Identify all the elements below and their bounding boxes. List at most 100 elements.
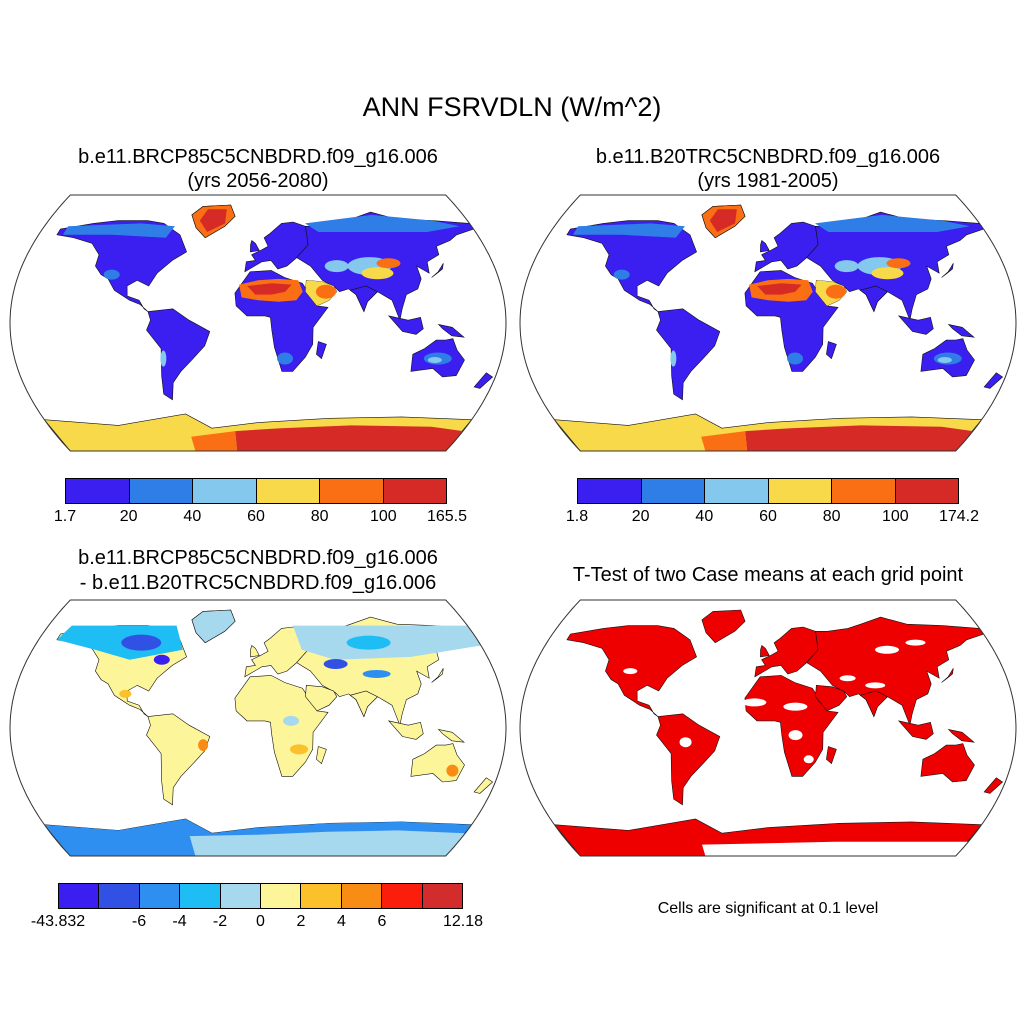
tibet-bright bbox=[871, 267, 904, 280]
land-india bbox=[349, 285, 379, 313]
land-nz bbox=[473, 777, 494, 794]
siberia-core bbox=[346, 635, 391, 650]
arctic-north-america bbox=[573, 223, 685, 238]
colorbar-box bbox=[641, 479, 705, 503]
land-india bbox=[349, 690, 379, 718]
antarctica-interior-diff bbox=[189, 830, 466, 856]
land-australia bbox=[410, 743, 465, 783]
caspian-desert bbox=[324, 260, 349, 273]
land-indonesia bbox=[897, 315, 934, 335]
colorbar-tick-label: 4 bbox=[337, 913, 346, 930]
colorbar-box bbox=[256, 479, 320, 503]
land-europe bbox=[244, 221, 309, 273]
colorbar-case-labels: 1.7 20 40 60 80 100 165.5 bbox=[54, 508, 467, 530]
panel-control-title-line2: (yrs 1981-2005) bbox=[697, 170, 839, 192]
south-africa-increase bbox=[290, 744, 309, 755]
non-significant-area bbox=[679, 737, 692, 748]
map-ttest bbox=[519, 599, 1017, 857]
colorbar-tick-label: -43.832 bbox=[30, 913, 86, 930]
brazil-increase bbox=[198, 739, 209, 752]
colorbar-box bbox=[220, 884, 262, 908]
greenland-interior bbox=[199, 209, 227, 232]
land-japan bbox=[941, 668, 954, 683]
antarctica-interior bbox=[235, 425, 463, 451]
land-india bbox=[859, 690, 889, 718]
caspian-desert bbox=[834, 260, 859, 273]
colorbar-tick-label: 100 bbox=[881, 508, 909, 525]
non-significant-area bbox=[783, 702, 808, 711]
colorbar-tick-label: 60 bbox=[759, 508, 777, 525]
arabia-core bbox=[825, 284, 846, 299]
colorbar-tick-label: 165.5 bbox=[426, 508, 468, 525]
colorbar-box bbox=[895, 479, 958, 503]
land-india bbox=[859, 285, 889, 313]
land-nz bbox=[983, 777, 1004, 794]
colorbar-box bbox=[129, 479, 193, 503]
kalahari bbox=[787, 352, 804, 365]
land-asia bbox=[806, 616, 985, 727]
land-australia bbox=[920, 743, 975, 783]
colorbar-control-labels: 1.8 20 40 60 80 100 174.2 bbox=[566, 508, 979, 530]
colorbar-box bbox=[422, 884, 463, 908]
land-southAmerica bbox=[146, 308, 211, 401]
greenland-interior bbox=[709, 209, 737, 232]
panel-case-title-line1: b.e11.BRCP85C5CNBDRD.f09_g16.006 bbox=[78, 146, 438, 168]
arctic-siberia bbox=[305, 214, 460, 232]
non-significant-area bbox=[803, 755, 814, 764]
land-southAmerica bbox=[656, 713, 721, 806]
colorbar-case bbox=[65, 478, 447, 504]
non-significant-area bbox=[742, 698, 767, 707]
non-significant-area bbox=[875, 645, 900, 654]
colorbar-box bbox=[261, 884, 302, 908]
sahara-core bbox=[247, 283, 292, 295]
land-uk bbox=[760, 644, 770, 658]
quebec-decrease bbox=[153, 654, 170, 665]
colorbar-box bbox=[383, 479, 446, 503]
antarctica-mid bbox=[191, 431, 238, 451]
north-america-north bbox=[56, 625, 183, 660]
land-japan bbox=[941, 263, 954, 278]
land-newGuinea bbox=[947, 728, 975, 743]
colorbar-tick-label: 20 bbox=[631, 508, 650, 525]
land-southAmerica bbox=[146, 713, 211, 806]
central-africa bbox=[283, 715, 300, 726]
map-outline bbox=[9, 599, 507, 857]
colorbar-control bbox=[577, 478, 959, 504]
panel-difference-title-line1: b.e11.BRCP85C5CNBDRD.f09_g16.006 bbox=[78, 547, 438, 569]
non-significant-area bbox=[788, 730, 803, 741]
colorbar-tick-label: 6 bbox=[377, 913, 387, 930]
non-significant-area bbox=[623, 668, 638, 675]
colorbar-tick-label: -4 bbox=[172, 913, 187, 930]
atacama bbox=[670, 350, 677, 367]
colorbar-tick-label: 80 bbox=[822, 508, 841, 525]
land-newGuinea bbox=[437, 728, 465, 743]
land-uk bbox=[250, 239, 260, 253]
colorbar-tick-label: -6 bbox=[131, 913, 147, 930]
map-outline bbox=[519, 194, 1017, 452]
colorbar-difference bbox=[58, 883, 463, 909]
colorbar-box bbox=[193, 479, 257, 503]
mexico-increase bbox=[119, 689, 132, 698]
non-significant-area bbox=[865, 682, 886, 689]
land-japan bbox=[431, 263, 444, 278]
significance-note: Cells are significant at 0.1 level bbox=[657, 900, 879, 917]
colorbar-box bbox=[705, 479, 769, 503]
panel-difference-title-line2: - b.e11.B20TRC5CNBDRD.f09_g16.006 bbox=[79, 572, 437, 594]
antarctica-mid bbox=[701, 431, 748, 451]
panel-case-title-line2: (yrs 2056-2080) bbox=[187, 170, 329, 192]
land-nz bbox=[473, 372, 494, 389]
colorbar-box bbox=[99, 884, 140, 908]
land-indonesia bbox=[387, 720, 424, 740]
non-significant-area bbox=[905, 639, 926, 646]
land-nz bbox=[983, 372, 1004, 389]
greenland-diff bbox=[191, 609, 236, 644]
colorbar-box bbox=[66, 479, 130, 503]
map-outline bbox=[9, 194, 507, 452]
canada-decrease bbox=[121, 634, 162, 651]
land-madagascar bbox=[826, 746, 837, 765]
colorbar-tick-label: 40 bbox=[183, 508, 202, 525]
figure-title: ANN FSRVDLN (W/m^2) bbox=[362, 92, 662, 122]
land-europe bbox=[754, 626, 819, 678]
map-control bbox=[519, 194, 1017, 452]
panel-control-title-line1: b.e11.B20TRC5CNBDRD.f09_g16.006 bbox=[595, 146, 941, 168]
